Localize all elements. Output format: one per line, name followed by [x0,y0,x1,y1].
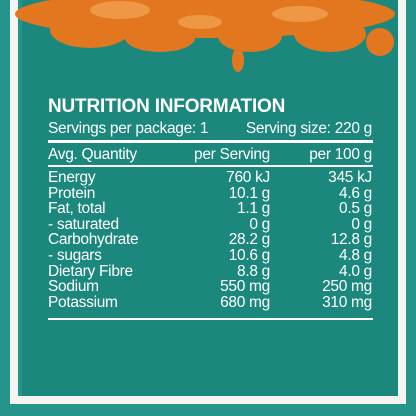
nutrient-value: 310 mg [322,293,372,311]
nutrient-value: 4.0 g [339,262,372,280]
nutrient-value: 0 g [249,215,270,233]
nutrient-value: 4.6 g [339,184,372,202]
nutrient-value: 250 mg [322,278,372,296]
nutrient-value: 10.1 g [228,184,271,202]
nutrient-name: - sugars [48,247,102,264]
nutrient-value: 0 g [351,215,372,233]
nutrient-name: Potassium [48,293,118,311]
nutrient-value: 680 mg [220,293,270,311]
nutrient-value: 8.8 g [237,262,270,280]
nutrient-value: 345 kJ [328,169,372,186]
column-header: per Serving [194,146,270,163]
nutrient-value: 10.6 g [228,247,271,264]
nutrient-value: 0.5 g [339,200,372,218]
servings-per-package: Servings per package: 1 [48,120,209,137]
nutrient-value: 550 mg [220,278,270,296]
nutrient-name: Sodium [48,278,99,296]
nutrient-value: 28.2 g [228,231,271,249]
nutrient-value: 12.8 g [330,231,373,249]
nutrient-name: - saturated [48,215,119,233]
rule [48,140,373,143]
nutrient-value: 4.8 g [339,247,372,264]
rule [48,318,373,320]
nutrient-value: 1.1 g [237,200,270,218]
column-header: per 100 g [309,146,372,163]
nutrient-name: Energy [48,169,96,186]
serving-size: Serving size: 220 g [245,120,372,137]
nutrient-value: 760 kJ [226,169,270,186]
nutrient-name: Fat, total [48,200,106,218]
nutrient-name: Carbohydrate [48,231,139,249]
nutrient-name: Dietary Fibre [48,262,133,280]
column-header: Avg. Quantity [48,146,137,163]
rule [48,165,373,167]
title: NUTRITION INFORMATION [48,96,286,117]
nutrient-name: Protein [48,184,96,202]
